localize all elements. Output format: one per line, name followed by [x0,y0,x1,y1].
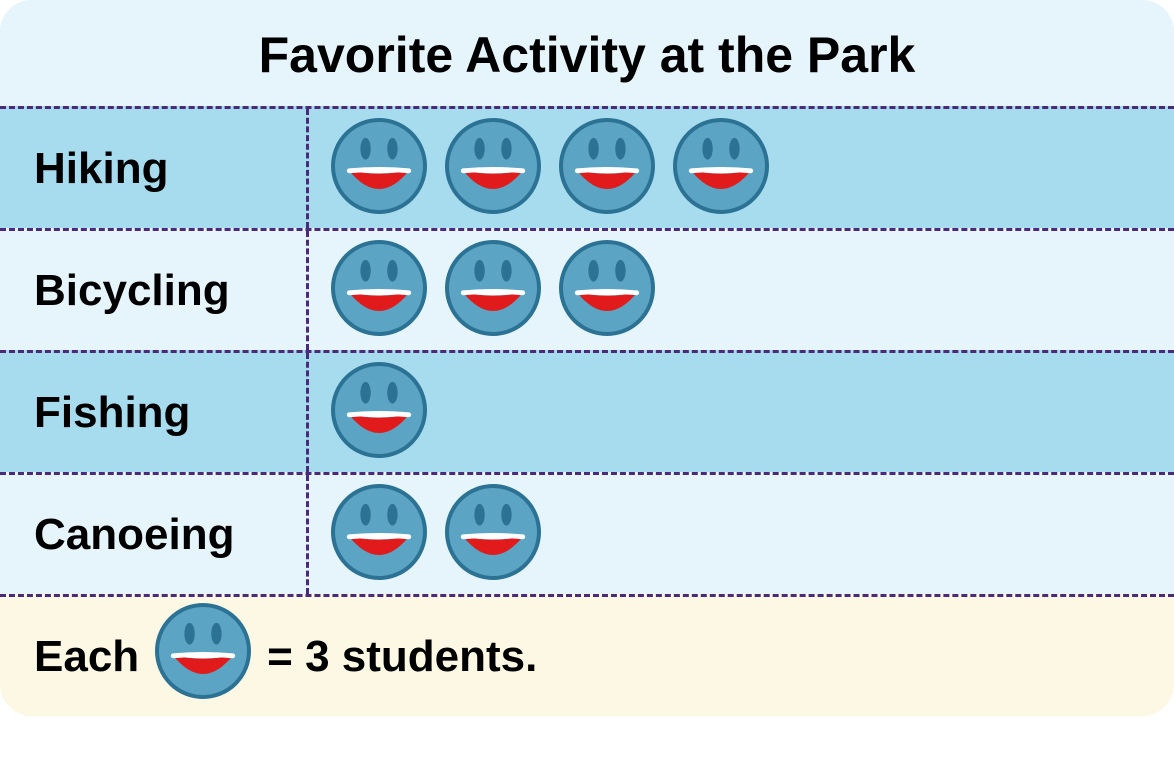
row-icons [309,231,1174,350]
chart-key-suffix: = 3 students. [267,632,537,682]
smiley-icon [331,362,427,463]
chart-key-prefix: Each [34,632,139,682]
smiley-icon [331,118,427,219]
row-label: Canoeing [0,475,306,594]
smiley-icon [673,118,769,219]
table-row: Fishing [0,350,1174,472]
pictograph-chart: Favorite Activity at the Park HikingBicy… [0,0,1174,716]
smiley-icon [331,240,427,341]
smiley-icon [331,484,427,585]
row-label: Hiking [0,109,306,228]
smiley-icon [559,118,655,219]
row-icons [309,109,1174,228]
smiley-icon [559,240,655,341]
smiley-icon [445,118,541,219]
row-label: Fishing [0,353,306,472]
smiley-icon [155,603,251,710]
table-row: Hiking [0,106,1174,228]
table-row: Bicycling [0,228,1174,350]
row-icons [309,475,1174,594]
chart-title-text: Favorite Activity at the Park [259,27,916,83]
smiley-icon [445,240,541,341]
chart-key-row: Each = 3 students. [0,594,1174,716]
row-label: Bicycling [0,231,306,350]
chart-title: Favorite Activity at the Park [0,0,1174,106]
table-row: Canoeing [0,472,1174,594]
smiley-icon [445,484,541,585]
row-icons [309,353,1174,472]
